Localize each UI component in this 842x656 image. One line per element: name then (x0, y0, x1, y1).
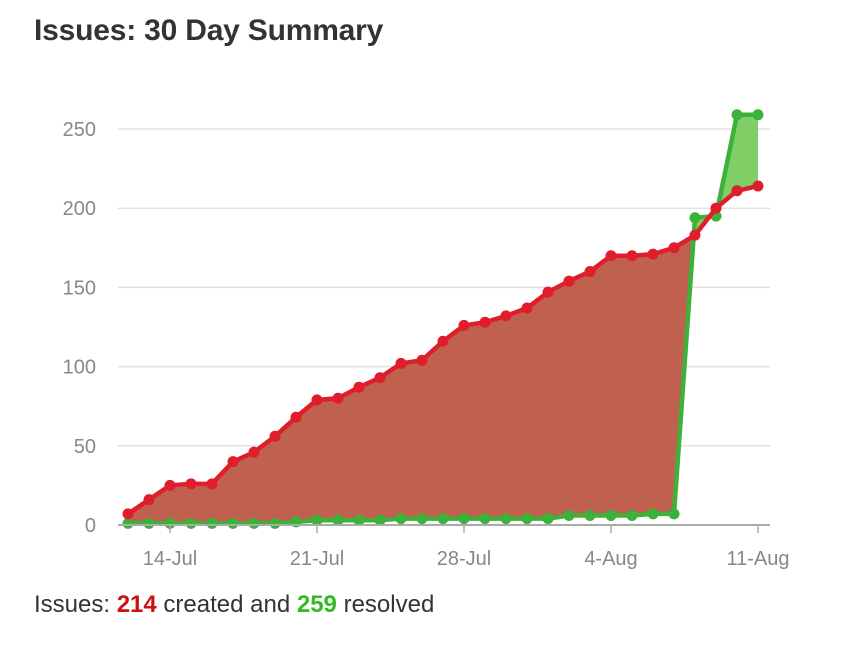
created-point (206, 478, 218, 490)
summary-prefix: Issues: (34, 591, 117, 618)
resolved-point (227, 517, 239, 529)
resolved-point (185, 517, 197, 529)
created-point (416, 354, 428, 366)
summary-resolved-label: resolved (336, 591, 435, 618)
y-axis-ticks: 0 50 100 150 200 250 (63, 119, 96, 537)
created-point (689, 229, 701, 241)
x-tick-label: 11-Aug (726, 548, 789, 570)
resolved-point (437, 513, 449, 525)
created-point (563, 275, 575, 287)
y-tick-label: 0 (85, 515, 96, 537)
created-point (479, 316, 491, 328)
created-point (122, 508, 134, 520)
resolved-series (122, 109, 764, 529)
resolved-count[interactable]: 259 (296, 591, 337, 618)
resolved-point (248, 517, 260, 529)
created-point (500, 310, 512, 322)
resolved-point (458, 513, 470, 525)
resolved-point (353, 514, 365, 526)
issues-summary: Issues: 214 created and 259 resolved (34, 591, 434, 619)
created-point (395, 357, 407, 369)
y-tick-label: 100 (63, 357, 96, 379)
resolved-point (731, 109, 743, 121)
chart-title: Issues: 30 Day Summary (34, 14, 384, 47)
y-tick-label: 50 (74, 436, 96, 458)
resolved-point (689, 212, 701, 224)
resolved-point (206, 517, 218, 529)
resolved-point (311, 514, 323, 526)
created-point (248, 446, 260, 458)
y-tick-label: 200 (63, 198, 96, 220)
created-point (710, 202, 722, 214)
created-point (731, 185, 743, 197)
resolved-point (395, 513, 407, 525)
resolved-point (563, 509, 575, 521)
created-point (458, 319, 470, 331)
x-tick-label: 28-Jul (437, 548, 491, 570)
resolved-point (479, 513, 491, 525)
created-point (290, 411, 302, 423)
created-area-fill (128, 235, 694, 524)
resolved-point (500, 513, 512, 525)
created-point (143, 494, 155, 506)
summary-created-label: created and (156, 591, 297, 618)
resolved-point (626, 509, 638, 521)
created-point (332, 392, 344, 404)
created-point (437, 335, 449, 347)
created-point (374, 372, 386, 384)
created-point (185, 478, 197, 490)
created-point (542, 286, 554, 298)
resolved-point (605, 509, 617, 521)
resolved-point (332, 514, 344, 526)
resolved-point (122, 517, 134, 529)
created-point (668, 242, 680, 254)
created-point (647, 248, 659, 260)
created-point (227, 456, 239, 468)
y-tick-label: 250 (63, 119, 96, 141)
resolved-point (374, 514, 386, 526)
created-point (353, 381, 365, 393)
y-tick-label: 150 (63, 277, 96, 299)
resolved-point (521, 513, 533, 525)
created-series (122, 180, 764, 520)
created-point (626, 250, 638, 262)
resolved-point (668, 508, 680, 520)
created-point (521, 302, 533, 314)
resolved-area-fill (717, 114, 758, 207)
created-point (311, 394, 323, 406)
resolved-point (584, 509, 596, 521)
resolved-point (269, 517, 281, 529)
resolved-point (416, 513, 428, 525)
resolved-point (542, 513, 554, 525)
resolved-point (164, 517, 176, 529)
created-point (164, 479, 176, 491)
resolved-point (143, 517, 155, 529)
x-tick-label: 21-Jul (290, 548, 344, 570)
created-count[interactable]: 214 (116, 591, 157, 618)
created-point (269, 430, 281, 442)
created-point (584, 266, 596, 278)
x-tick-label: 14-Jul (143, 548, 197, 570)
resolved-point (647, 508, 659, 520)
created-point (605, 250, 617, 262)
created-point (752, 180, 764, 192)
resolved-point (752, 109, 764, 121)
x-tick-label: 4-Aug (584, 548, 637, 570)
x-axis-ticks: 14-Jul 21-Jul 28-Jul 4-Aug 11-Aug (143, 525, 790, 570)
